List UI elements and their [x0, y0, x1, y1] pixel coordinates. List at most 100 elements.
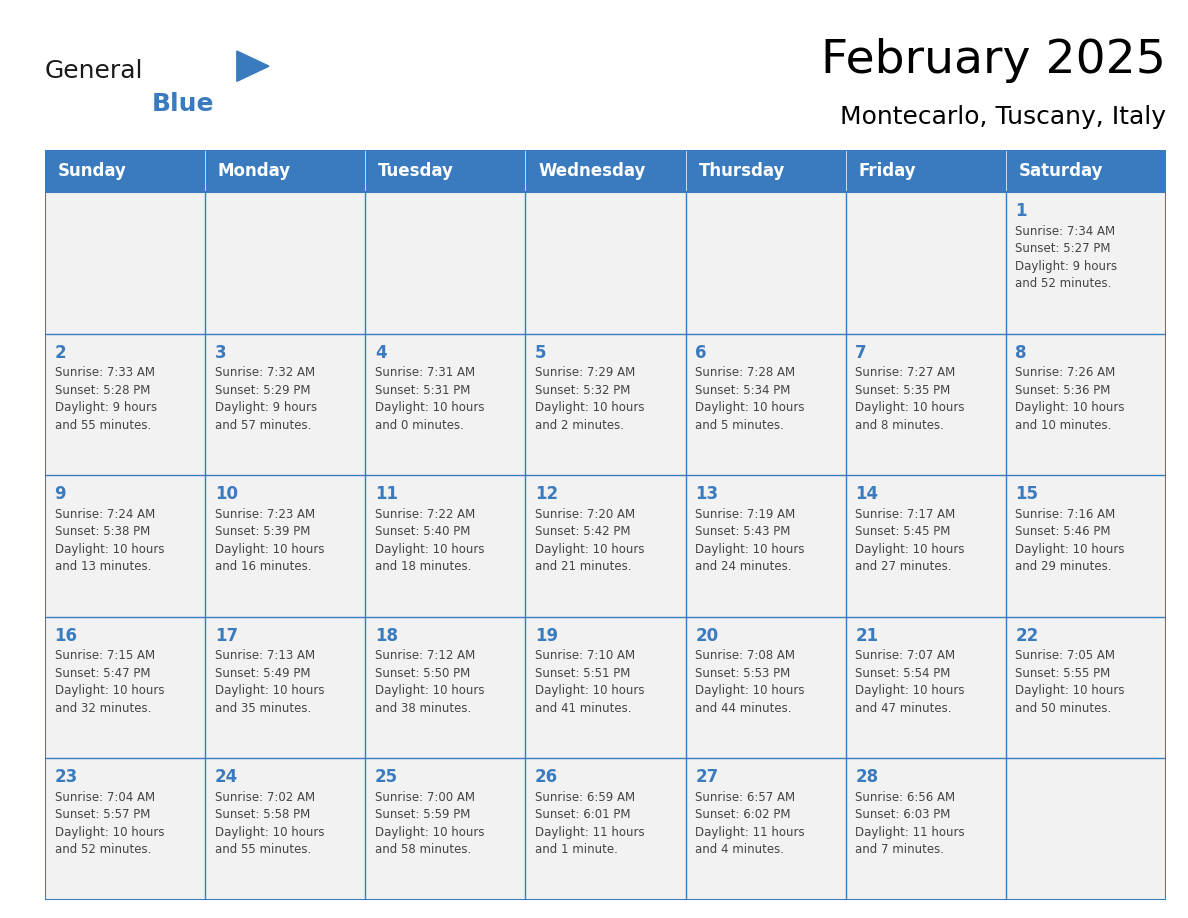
Bar	[1006, 758, 1165, 900]
Text: Monday: Monday	[217, 162, 291, 180]
Text: 26: 26	[535, 768, 558, 787]
Text: Sunrise: 7:10 AM
Sunset: 5:51 PM
Daylight: 10 hours
and 41 minutes.: Sunrise: 7:10 AM Sunset: 5:51 PM Dayligh…	[535, 649, 645, 715]
Text: Friday: Friday	[859, 162, 916, 180]
Bar	[685, 476, 846, 617]
Bar	[365, 333, 525, 476]
Text: 6: 6	[695, 343, 707, 362]
Bar	[525, 758, 685, 900]
Text: Sunday: Sunday	[58, 162, 127, 180]
Bar	[525, 617, 685, 758]
Bar	[846, 758, 1006, 900]
Bar	[1006, 476, 1165, 617]
Text: 1: 1	[1016, 202, 1026, 220]
Text: Sunrise: 7:00 AM
Sunset: 5:59 PM
Daylight: 10 hours
and 58 minutes.: Sunrise: 7:00 AM Sunset: 5:59 PM Dayligh…	[375, 791, 485, 856]
Text: Sunrise: 7:13 AM
Sunset: 5:49 PM
Daylight: 10 hours
and 35 minutes.: Sunrise: 7:13 AM Sunset: 5:49 PM Dayligh…	[215, 649, 324, 715]
Bar	[525, 192, 685, 333]
Text: Sunrise: 7:23 AM
Sunset: 5:39 PM
Daylight: 10 hours
and 16 minutes.: Sunrise: 7:23 AM Sunset: 5:39 PM Dayligh…	[215, 508, 324, 573]
Text: Sunrise: 7:02 AM
Sunset: 5:58 PM
Daylight: 10 hours
and 55 minutes.: Sunrise: 7:02 AM Sunset: 5:58 PM Dayligh…	[215, 791, 324, 856]
Text: February 2025: February 2025	[821, 38, 1165, 83]
Text: 27: 27	[695, 768, 719, 787]
Bar	[685, 617, 846, 758]
Text: Sunrise: 7:34 AM
Sunset: 5:27 PM
Daylight: 9 hours
and 52 minutes.: Sunrise: 7:34 AM Sunset: 5:27 PM Dayligh…	[1016, 225, 1118, 290]
Text: Sunrise: 7:12 AM
Sunset: 5:50 PM
Daylight: 10 hours
and 38 minutes.: Sunrise: 7:12 AM Sunset: 5:50 PM Dayligh…	[375, 649, 485, 715]
Text: 18: 18	[375, 627, 398, 644]
Text: 16: 16	[55, 627, 77, 644]
Bar	[525, 476, 685, 617]
Bar	[685, 758, 846, 900]
Text: Sunrise: 7:22 AM
Sunset: 5:40 PM
Daylight: 10 hours
and 18 minutes.: Sunrise: 7:22 AM Sunset: 5:40 PM Dayligh…	[375, 508, 485, 573]
Text: Sunrise: 7:07 AM
Sunset: 5:54 PM
Daylight: 10 hours
and 47 minutes.: Sunrise: 7:07 AM Sunset: 5:54 PM Dayligh…	[855, 649, 965, 715]
Text: 8: 8	[1016, 343, 1026, 362]
Bar	[685, 192, 846, 333]
Text: 17: 17	[215, 627, 238, 644]
Text: Sunrise: 7:31 AM
Sunset: 5:31 PM
Daylight: 10 hours
and 0 minutes.: Sunrise: 7:31 AM Sunset: 5:31 PM Dayligh…	[375, 366, 485, 431]
Text: Sunrise: 7:19 AM
Sunset: 5:43 PM
Daylight: 10 hours
and 24 minutes.: Sunrise: 7:19 AM Sunset: 5:43 PM Dayligh…	[695, 508, 804, 573]
Bar	[206, 758, 365, 900]
Text: Sunrise: 7:28 AM
Sunset: 5:34 PM
Daylight: 10 hours
and 5 minutes.: Sunrise: 7:28 AM Sunset: 5:34 PM Dayligh…	[695, 366, 804, 431]
Text: 28: 28	[855, 768, 878, 787]
Bar	[846, 476, 1006, 617]
Text: 19: 19	[535, 627, 558, 644]
Bar	[45, 192, 206, 333]
Text: 7: 7	[855, 343, 867, 362]
Text: Sunrise: 7:16 AM
Sunset: 5:46 PM
Daylight: 10 hours
and 29 minutes.: Sunrise: 7:16 AM Sunset: 5:46 PM Dayligh…	[1016, 508, 1125, 573]
Text: 4: 4	[375, 343, 386, 362]
Text: Sunrise: 7:20 AM
Sunset: 5:42 PM
Daylight: 10 hours
and 21 minutes.: Sunrise: 7:20 AM Sunset: 5:42 PM Dayligh…	[535, 508, 645, 573]
Text: Blue: Blue	[151, 92, 214, 116]
Text: Sunrise: 7:08 AM
Sunset: 5:53 PM
Daylight: 10 hours
and 44 minutes.: Sunrise: 7:08 AM Sunset: 5:53 PM Dayligh…	[695, 649, 804, 715]
Bar	[365, 617, 525, 758]
Polygon shape	[236, 51, 268, 82]
Text: Sunrise: 7:33 AM
Sunset: 5:28 PM
Daylight: 9 hours
and 55 minutes.: Sunrise: 7:33 AM Sunset: 5:28 PM Dayligh…	[55, 366, 157, 431]
Bar	[846, 333, 1006, 476]
Text: Sunrise: 7:15 AM
Sunset: 5:47 PM
Daylight: 10 hours
and 32 minutes.: Sunrise: 7:15 AM Sunset: 5:47 PM Dayligh…	[55, 649, 164, 715]
Text: Sunrise: 7:26 AM
Sunset: 5:36 PM
Daylight: 10 hours
and 10 minutes.: Sunrise: 7:26 AM Sunset: 5:36 PM Dayligh…	[1016, 366, 1125, 431]
Bar	[45, 617, 206, 758]
Text: Sunrise: 7:29 AM
Sunset: 5:32 PM
Daylight: 10 hours
and 2 minutes.: Sunrise: 7:29 AM Sunset: 5:32 PM Dayligh…	[535, 366, 645, 431]
Text: 25: 25	[375, 768, 398, 787]
Text: Wednesday: Wednesday	[538, 162, 645, 180]
Bar	[206, 192, 365, 333]
Text: 9: 9	[55, 485, 67, 503]
Text: 3: 3	[215, 343, 227, 362]
Text: 10: 10	[215, 485, 238, 503]
Text: Sunrise: 6:56 AM
Sunset: 6:03 PM
Daylight: 11 hours
and 7 minutes.: Sunrise: 6:56 AM Sunset: 6:03 PM Dayligh…	[855, 791, 965, 856]
Text: 12: 12	[535, 485, 558, 503]
Bar	[45, 333, 206, 476]
Text: Sunrise: 7:32 AM
Sunset: 5:29 PM
Daylight: 9 hours
and 57 minutes.: Sunrise: 7:32 AM Sunset: 5:29 PM Dayligh…	[215, 366, 317, 431]
Bar	[365, 476, 525, 617]
Bar	[685, 333, 846, 476]
Text: 24: 24	[215, 768, 238, 787]
Bar	[206, 476, 365, 617]
Text: 23: 23	[55, 768, 78, 787]
Text: Sunrise: 7:04 AM
Sunset: 5:57 PM
Daylight: 10 hours
and 52 minutes.: Sunrise: 7:04 AM Sunset: 5:57 PM Dayligh…	[55, 791, 164, 856]
Text: Sunrise: 7:27 AM
Sunset: 5:35 PM
Daylight: 10 hours
and 8 minutes.: Sunrise: 7:27 AM Sunset: 5:35 PM Dayligh…	[855, 366, 965, 431]
Text: Sunrise: 6:59 AM
Sunset: 6:01 PM
Daylight: 11 hours
and 1 minute.: Sunrise: 6:59 AM Sunset: 6:01 PM Dayligh…	[535, 791, 645, 856]
Bar	[846, 617, 1006, 758]
Text: 2: 2	[55, 343, 67, 362]
Bar	[45, 758, 206, 900]
Text: 15: 15	[1016, 485, 1038, 503]
Text: 5: 5	[535, 343, 546, 362]
Text: General: General	[45, 59, 144, 83]
Text: 21: 21	[855, 627, 878, 644]
Bar	[45, 476, 206, 617]
Bar	[1006, 617, 1165, 758]
Text: Tuesday: Tuesday	[378, 162, 454, 180]
Bar	[365, 758, 525, 900]
Text: Sunrise: 7:24 AM
Sunset: 5:38 PM
Daylight: 10 hours
and 13 minutes.: Sunrise: 7:24 AM Sunset: 5:38 PM Dayligh…	[55, 508, 164, 573]
Text: 11: 11	[375, 485, 398, 503]
Text: Saturday: Saturday	[1018, 162, 1104, 180]
Text: Thursday: Thursday	[699, 162, 785, 180]
Bar	[1006, 333, 1165, 476]
Text: Sunrise: 7:17 AM
Sunset: 5:45 PM
Daylight: 10 hours
and 27 minutes.: Sunrise: 7:17 AM Sunset: 5:45 PM Dayligh…	[855, 508, 965, 573]
Bar	[365, 192, 525, 333]
Bar	[1006, 192, 1165, 333]
Text: 22: 22	[1016, 627, 1038, 644]
Text: 20: 20	[695, 627, 719, 644]
Text: Sunrise: 6:57 AM
Sunset: 6:02 PM
Daylight: 11 hours
and 4 minutes.: Sunrise: 6:57 AM Sunset: 6:02 PM Dayligh…	[695, 791, 804, 856]
Bar	[846, 192, 1006, 333]
Bar	[206, 617, 365, 758]
Text: Sunrise: 7:05 AM
Sunset: 5:55 PM
Daylight: 10 hours
and 50 minutes.: Sunrise: 7:05 AM Sunset: 5:55 PM Dayligh…	[1016, 649, 1125, 715]
Text: Montecarlo, Tuscany, Italy: Montecarlo, Tuscany, Italy	[840, 105, 1165, 129]
Bar	[525, 333, 685, 476]
